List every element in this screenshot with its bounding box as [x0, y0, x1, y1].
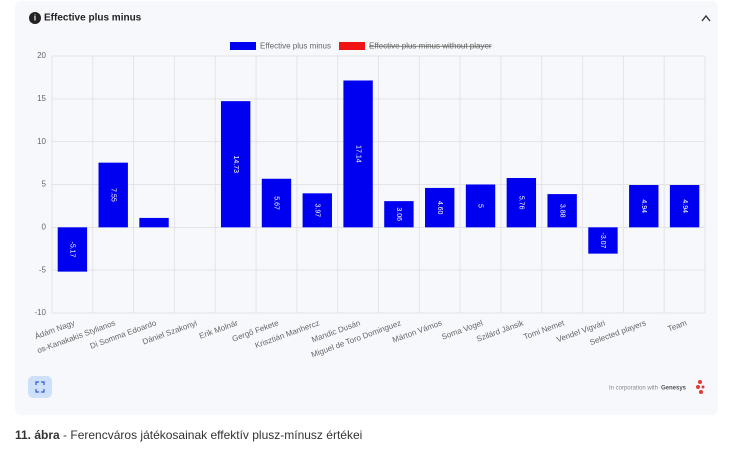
y-tick-label: -5	[39, 265, 47, 274]
bar	[98, 162, 128, 228]
data-label: 17.14	[354, 145, 361, 163]
y-tick-label: 10	[37, 137, 46, 146]
caption: 11. ábra - Ferencváros játékosainak effe…	[15, 428, 362, 442]
bar	[302, 193, 332, 228]
bar	[343, 80, 373, 228]
bar	[220, 101, 251, 228]
data-label: -3.07	[599, 232, 606, 248]
bar	[57, 227, 88, 272]
fullscreen-icon	[35, 381, 45, 393]
data-label: 3.06	[395, 207, 402, 221]
data-label: 4.60	[436, 201, 443, 215]
data-label: 5.76	[518, 196, 525, 210]
caption-label: 11. ábra	[15, 428, 60, 442]
caption-text: - Ferencváros játékosainak effektív plus…	[63, 428, 363, 442]
y-tick-label: 0	[42, 222, 47, 231]
data-label: 7.55	[109, 188, 116, 202]
data-label: 3.97	[313, 204, 320, 218]
data-label: 4.94	[681, 199, 688, 213]
data-label: 3.88	[558, 204, 565, 218]
bar	[384, 201, 414, 228]
collapse-toggle[interactable]	[701, 14, 711, 22]
legend-swatch	[339, 42, 365, 50]
bar	[547, 194, 577, 228]
y-tick-label: 20	[37, 51, 46, 60]
chart-title: Effective plus minus	[44, 13, 142, 24]
bar	[425, 187, 455, 228]
data-label: 4.94	[640, 199, 647, 213]
data-label: 5	[477, 204, 484, 208]
bar	[669, 185, 700, 228]
fullscreen-button[interactable]	[28, 376, 52, 398]
info-icon	[29, 12, 41, 24]
bar	[588, 227, 618, 254]
bar	[629, 185, 659, 228]
chart: i Effective plus minus In corporation wi…	[28, 12, 711, 398]
legend-label[interactable]: Effective plus minus	[260, 42, 331, 51]
data-label: 14.73	[232, 155, 239, 173]
bar	[465, 184, 496, 228]
legend-label[interactable]: Effective plus minus without player	[369, 42, 492, 51]
y-tick-label: 15	[37, 94, 46, 103]
bar	[261, 178, 292, 228]
footer-text: In corporation with	[609, 386, 658, 392]
legend-swatch	[230, 42, 256, 50]
data-label: 5.67	[273, 196, 280, 210]
bar	[139, 217, 169, 228]
y-tick-label: -10	[34, 308, 46, 317]
bar	[506, 177, 537, 228]
y-tick-label: 5	[42, 180, 47, 189]
brand-logo	[696, 380, 705, 394]
footer-brand: Genesys	[661, 386, 687, 392]
info-icon-glyph: i	[34, 14, 36, 23]
data-label: -5.17	[69, 241, 76, 257]
